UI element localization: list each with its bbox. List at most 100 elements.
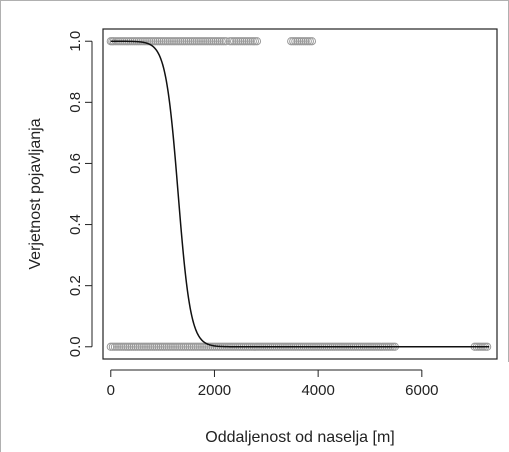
- data-point-absence: [187, 342, 196, 351]
- data-point-absence: [185, 342, 194, 351]
- data-point-absence: [131, 342, 140, 351]
- data-point-presence: [209, 37, 218, 46]
- data-point-presence: [213, 37, 222, 46]
- data-point-absence: [199, 342, 209, 351]
- data-point-absence: [183, 342, 192, 351]
- data-point-absence: [160, 342, 169, 351]
- x-tick-label: 6000: [405, 382, 438, 399]
- data-point-presence: [238, 37, 247, 46]
- y-tick-label: 0.4: [67, 214, 84, 235]
- data-point-presence: [190, 37, 199, 46]
- data-point-presence: [248, 37, 257, 46]
- fitted-curve: [110, 40, 490, 348]
- data-point-absence: [154, 342, 163, 351]
- data-point-absence: [141, 342, 151, 351]
- data-point-presence: [188, 37, 197, 46]
- data-point-presence: [301, 37, 310, 46]
- data-point-presence: [178, 37, 187, 46]
- x-tick-label: 2000: [198, 382, 231, 399]
- data-point-absence: [206, 342, 215, 351]
- y-tick-label: 0.2: [67, 275, 84, 296]
- data-point-presence: [159, 37, 168, 46]
- data-point-presence: [236, 37, 245, 46]
- data-point-absence: [139, 342, 149, 351]
- data-point-presence: [305, 37, 314, 46]
- data-point-absence: [148, 342, 157, 351]
- data-point-absence: [123, 342, 132, 351]
- data-point-presence: [234, 37, 243, 46]
- y-axis: 0.0 0.2 0.4 0.6 0.8 1.0: [67, 31, 93, 357]
- data-point-presence: [140, 37, 150, 46]
- data-point-presence: [180, 37, 189, 46]
- data-point-absence: [117, 342, 126, 351]
- data-point-presence: [299, 37, 308, 46]
- data-point-presence: [287, 37, 296, 46]
- data-point-presence: [167, 37, 177, 46]
- x-axis: 0 2000 4000 6000: [107, 369, 439, 399]
- data-point-absence: [175, 342, 184, 351]
- y-tick-label: 1.0: [67, 31, 84, 52]
- data-point-absence: [152, 342, 161, 351]
- data-point-absence: [156, 342, 165, 351]
- data-point-absence: [108, 342, 117, 351]
- data-point-presence: [225, 37, 235, 46]
- data-point-absence: [133, 342, 142, 351]
- data-point-presence: [182, 37, 191, 46]
- data-point-absence: [179, 342, 188, 351]
- data-point-presence: [219, 37, 228, 46]
- data-point-absence: [177, 342, 186, 351]
- data-point-presence: [230, 37, 239, 46]
- points-layer: [106, 37, 492, 351]
- data-point-absence: [181, 342, 190, 351]
- data-point-absence: [129, 342, 138, 351]
- x-axis-title: Oddaljenost od naselja [m]: [205, 429, 394, 446]
- data-point-presence: [303, 37, 312, 46]
- data-point-presence: [221, 37, 230, 46]
- data-point-presence: [246, 37, 255, 46]
- data-point-absence: [204, 342, 213, 351]
- data-point-absence: [168, 342, 178, 351]
- data-point-presence: [171, 37, 181, 46]
- y-axis-title: Verjetnost pojavljanja: [27, 118, 44, 269]
- data-point-absence: [106, 342, 115, 351]
- data-point-absence: [135, 342, 144, 351]
- data-point-presence: [293, 37, 302, 46]
- data-point-absence: [173, 342, 182, 351]
- data-point-presence: [161, 37, 170, 46]
- data-point-absence: [121, 342, 130, 351]
- data-point-presence: [174, 37, 183, 46]
- data-point-presence: [217, 37, 226, 46]
- data-point-absence: [158, 342, 167, 351]
- data-point-absence: [146, 342, 155, 351]
- data-point-presence: [194, 37, 204, 46]
- x-tick-label: 4000: [301, 382, 334, 399]
- data-point-absence: [166, 342, 176, 351]
- data-point-presence: [157, 37, 166, 46]
- data-point-presence: [165, 37, 174, 46]
- data-point-presence: [227, 37, 237, 46]
- data-point-presence: [153, 37, 162, 46]
- data-point-presence: [232, 37, 241, 46]
- data-point-presence: [192, 37, 201, 46]
- data-point-presence: [215, 37, 224, 46]
- data-point-absence: [125, 342, 134, 351]
- data-point-presence: [176, 37, 185, 46]
- data-point-absence: [191, 342, 200, 351]
- y-tick-label: 0.6: [67, 153, 84, 174]
- data-point-presence: [242, 37, 251, 46]
- y-tick-label: 0.8: [67, 92, 84, 113]
- data-point-presence: [244, 37, 253, 46]
- data-point-absence: [127, 342, 136, 351]
- data-point-absence: [137, 342, 146, 351]
- data-point-presence: [205, 37, 214, 46]
- data-point-presence: [207, 37, 216, 46]
- data-point-presence: [186, 37, 195, 46]
- data-point-absence: [162, 342, 171, 351]
- data-point-absence: [195, 342, 205, 351]
- data-point-presence: [250, 37, 259, 46]
- data-point-presence: [151, 37, 160, 46]
- data-point-presence: [142, 37, 152, 46]
- data-point-presence: [155, 37, 164, 46]
